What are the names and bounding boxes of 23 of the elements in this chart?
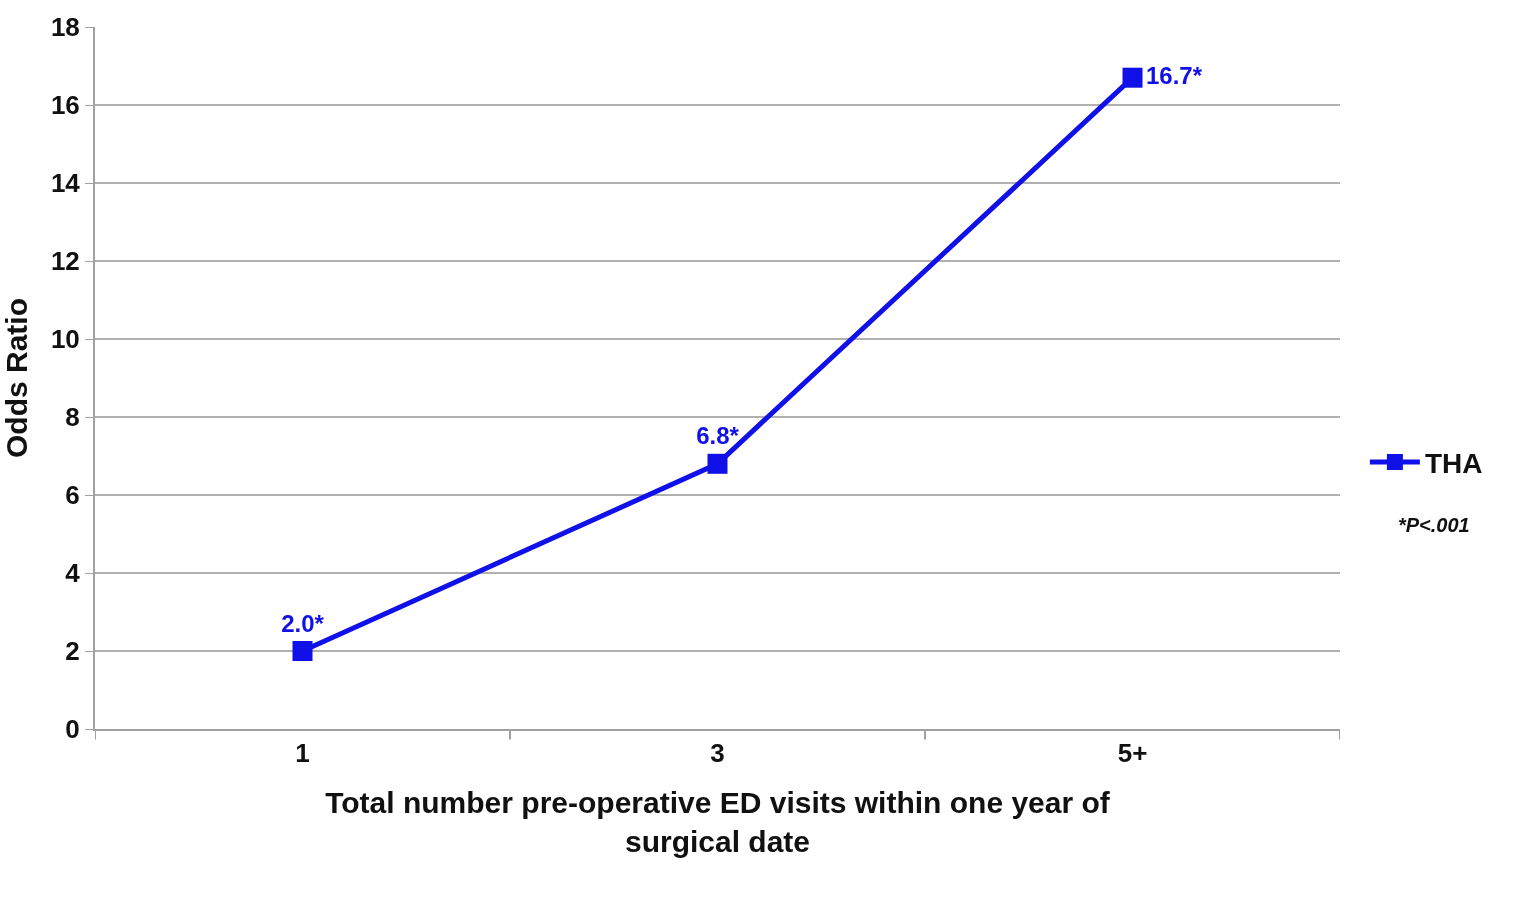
legend-label: THA [1424,447,1483,479]
y-tick-label: 12 [50,246,80,277]
y-tick-label: 16 [50,90,80,121]
y-tick-label: 0 [65,714,80,745]
y-axis-title: Odds Ratio [0,297,33,459]
y-tick-label: 2 [65,636,80,667]
data-label: 6.8* [696,422,740,450]
point [1122,67,1143,88]
x-axis-title: Total number pre-operative ED visits within one year of surgical date [325,786,1111,859]
y-tick-label: 4 [65,558,81,589]
y-tick-label: 10 [50,324,80,355]
x-tick-label: 3 [710,738,725,769]
text: *P<.001 [1398,514,1470,536]
y-tick-label: 8 [65,402,80,433]
y-tick-label: 18 [50,12,80,43]
point [292,641,313,661]
y-tick-label: 14 [50,168,81,199]
data-label: 2.0* [281,609,325,637]
point [707,453,728,474]
x-tick-label: 1 [295,738,310,769]
y-tick-label: 6 [65,480,80,511]
x-tick-label: 5+ [1117,738,1148,769]
data-label: 16.7* [1146,61,1203,89]
